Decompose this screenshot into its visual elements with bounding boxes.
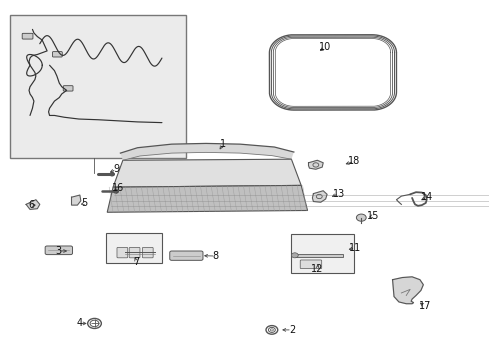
FancyBboxPatch shape <box>52 51 62 57</box>
Circle shape <box>114 190 119 193</box>
Circle shape <box>292 253 298 258</box>
Text: 6: 6 <box>28 200 34 210</box>
Text: 15: 15 <box>367 211 379 221</box>
Polygon shape <box>295 253 343 257</box>
Polygon shape <box>107 185 308 212</box>
FancyBboxPatch shape <box>300 260 322 269</box>
Text: 11: 11 <box>349 243 362 253</box>
Text: 14: 14 <box>420 192 433 202</box>
Text: 18: 18 <box>348 156 361 166</box>
Text: 16: 16 <box>112 183 124 193</box>
Text: 9: 9 <box>113 164 120 174</box>
Text: 5: 5 <box>82 198 88 208</box>
Polygon shape <box>313 191 327 202</box>
Text: 3: 3 <box>55 246 61 256</box>
FancyBboxPatch shape <box>10 15 186 158</box>
Text: 8: 8 <box>213 251 219 261</box>
Text: 12: 12 <box>311 264 323 274</box>
FancyBboxPatch shape <box>22 33 33 39</box>
FancyBboxPatch shape <box>291 234 354 273</box>
FancyBboxPatch shape <box>170 251 203 260</box>
Polygon shape <box>392 277 423 304</box>
FancyBboxPatch shape <box>63 86 73 91</box>
Text: 13: 13 <box>333 189 345 199</box>
Polygon shape <box>121 143 294 160</box>
Text: 4: 4 <box>77 319 83 328</box>
Polygon shape <box>72 195 81 205</box>
Polygon shape <box>309 160 323 169</box>
FancyBboxPatch shape <box>106 233 162 263</box>
Polygon shape <box>26 200 40 210</box>
Text: 17: 17 <box>418 301 431 311</box>
Text: 10: 10 <box>319 42 331 52</box>
Circle shape <box>110 172 115 176</box>
Text: 2: 2 <box>289 325 295 335</box>
FancyBboxPatch shape <box>129 247 140 258</box>
FancyBboxPatch shape <box>45 246 73 255</box>
FancyBboxPatch shape <box>143 247 153 258</box>
FancyBboxPatch shape <box>117 247 128 258</box>
Polygon shape <box>113 159 301 187</box>
Circle shape <box>356 214 366 221</box>
Text: 1: 1 <box>220 139 226 149</box>
Text: 7: 7 <box>133 257 140 267</box>
